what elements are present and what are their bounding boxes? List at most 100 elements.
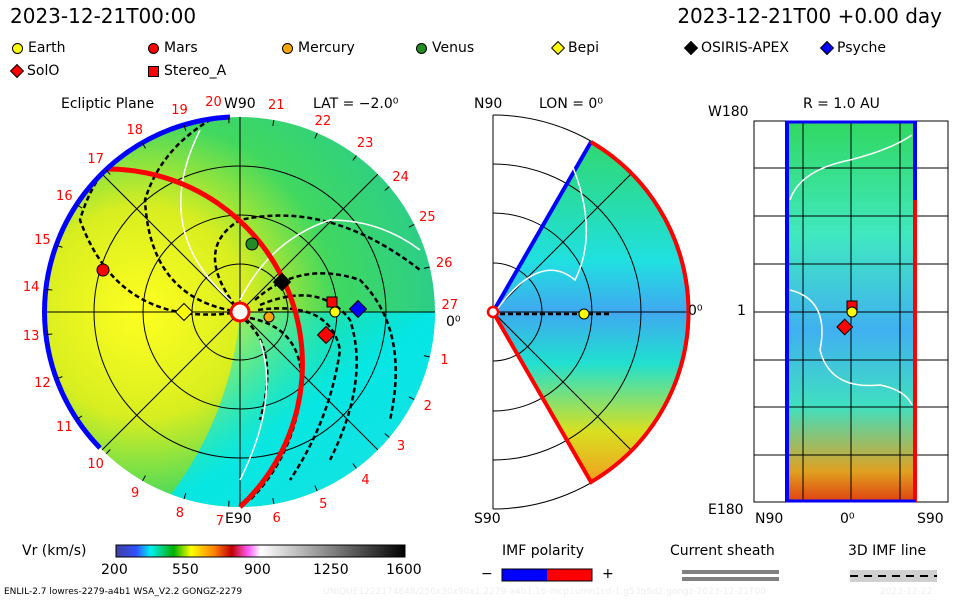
ecliptic-lat: LAT = −2.0⁰ bbox=[313, 96, 399, 112]
meridional-bottom-label: S90 bbox=[474, 511, 501, 527]
sheath-title: Current sheath bbox=[670, 543, 775, 559]
mercury-marker bbox=[263, 311, 275, 323]
ecliptic-tick-label: 3 bbox=[396, 439, 406, 455]
sheath-line-icon bbox=[682, 570, 779, 574]
ecliptic-title: Ecliptic Plane bbox=[61, 96, 155, 112]
ecliptic-tick-label: 18 bbox=[126, 122, 144, 138]
tick-mark bbox=[314, 485, 318, 492]
sim-time: 2023-12-21T00:00 bbox=[10, 4, 197, 28]
ecliptic-tick-label: 9 bbox=[131, 486, 140, 502]
legend-label: Venus bbox=[432, 40, 475, 56]
sphere-plot bbox=[753, 120, 949, 503]
polarity-title: IMF polarity bbox=[502, 543, 585, 559]
colorbar-label: Vr (km/s) bbox=[22, 543, 87, 559]
meridional-sheath bbox=[494, 159, 588, 313]
sun-icon bbox=[229, 301, 251, 323]
colorbar-tick: 900 bbox=[244, 562, 271, 578]
legend-mars: Mars bbox=[148, 40, 198, 56]
run-date: 2023-12-22 bbox=[880, 587, 933, 597]
ecliptic-tick-label: 7 bbox=[215, 514, 225, 530]
run-id: UNIQUE1222174848/256x30x90x1.2279-a4b1.1… bbox=[323, 587, 766, 597]
tick-mark bbox=[352, 155, 357, 161]
sphere-solo-marker bbox=[836, 318, 854, 336]
legend-label: SolO bbox=[27, 63, 60, 79]
venus-marker-icon bbox=[416, 42, 427, 54]
meridional-plot bbox=[486, 114, 691, 510]
tick-mark bbox=[384, 186, 390, 191]
ecliptic-tick-label: 12 bbox=[34, 376, 51, 392]
meridional-top-label: N90 bbox=[474, 96, 503, 112]
meridional-right-label: 0⁰ bbox=[688, 303, 703, 319]
ecliptic-tick-label: 2 bbox=[423, 398, 432, 414]
sphere-x-mid: 0⁰ bbox=[840, 511, 855, 527]
ecliptic-ticks bbox=[46, 117, 435, 507]
tick-mark bbox=[46, 288, 53, 291]
ecliptic-tick-label: 23 bbox=[356, 136, 374, 152]
legend-label: Earth bbox=[28, 40, 66, 56]
polarity-negative-swatch bbox=[502, 569, 547, 581]
sphere-x-right: S90 bbox=[917, 511, 944, 527]
positive-polarity-arc bbox=[107, 166, 305, 509]
sphere-sheath bbox=[789, 134, 913, 406]
tick-mark bbox=[272, 498, 275, 505]
ecliptic-tick-label: 5 bbox=[319, 497, 328, 513]
ecliptic-tick-label: 25 bbox=[419, 210, 436, 226]
ecliptic-tick-label: 20 bbox=[205, 94, 222, 110]
colorbar-tick: 1600 bbox=[386, 562, 422, 578]
earth-marker-icon bbox=[12, 42, 23, 54]
colorbar bbox=[115, 544, 406, 558]
stereo-a-marker bbox=[326, 296, 338, 308]
ecliptic-tick-label: 24 bbox=[392, 169, 409, 185]
tick-mark bbox=[142, 142, 146, 149]
ecliptic-tick-label: 13 bbox=[22, 328, 40, 344]
tick-mark bbox=[408, 396, 415, 400]
sphere-earth-marker bbox=[846, 306, 858, 318]
tick-mark bbox=[56, 244, 63, 248]
ecliptic-tick-label: 6 bbox=[272, 511, 281, 527]
legend-osiris-apex: OSIRIS-APEX bbox=[683, 40, 789, 56]
legend-label: Psyche bbox=[837, 40, 886, 56]
legend-label: Mercury bbox=[298, 40, 355, 56]
ecliptic-tick-label: 11 bbox=[56, 419, 73, 435]
tick-mark bbox=[423, 355, 430, 358]
legend-label: Stereo_A bbox=[164, 63, 227, 79]
solo-marker bbox=[316, 325, 336, 345]
sphere-top-label: W180 bbox=[708, 104, 749, 120]
ecliptic-top-label: W90 bbox=[224, 96, 256, 112]
mars-marker-icon bbox=[148, 42, 159, 54]
meridional-earth-marker bbox=[578, 308, 590, 320]
meridional-lon: LON = 0⁰ bbox=[539, 96, 603, 112]
tick-mark bbox=[352, 463, 357, 469]
tick-mark bbox=[142, 475, 146, 482]
ecliptic-tick-label: 10 bbox=[87, 457, 104, 473]
ecliptic-tick-label: 8 bbox=[175, 505, 185, 521]
legend-solo: SolO bbox=[9, 63, 60, 79]
tick-mark bbox=[105, 449, 111, 455]
ecliptic-right-label: 0⁰ bbox=[446, 314, 461, 330]
meridional-sun-icon bbox=[486, 305, 500, 319]
ecliptic-tick-label: 26 bbox=[435, 256, 453, 272]
sphere-bottom-label: E180 bbox=[708, 502, 744, 518]
ecliptic-tick-label: 1 bbox=[440, 352, 449, 368]
ecliptic-tick-label: 4 bbox=[361, 472, 370, 488]
sphere-title: R = 1.0 AU bbox=[803, 96, 880, 112]
tick-mark bbox=[423, 266, 430, 269]
sphere-mid-label: 1 bbox=[737, 303, 746, 319]
legend-venus: Venus bbox=[416, 40, 474, 56]
model-info: ENLIL-2.7 lowres-2279-a4b1 WSA_V2.2 GONG… bbox=[4, 587, 243, 597]
polarity-minus: − bbox=[481, 566, 493, 582]
mars-marker bbox=[96, 263, 110, 277]
venus-marker bbox=[245, 237, 259, 251]
tick-mark bbox=[105, 169, 111, 175]
tick-mark bbox=[46, 333, 53, 336]
psyche-marker bbox=[348, 299, 368, 319]
imf-line-title: 3D IMF line bbox=[848, 543, 927, 559]
tick-mark bbox=[183, 125, 187, 132]
bepi-marker bbox=[174, 302, 194, 322]
mercury-marker-icon bbox=[282, 42, 293, 54]
tick-mark bbox=[76, 204, 83, 209]
negative-polarity-arc bbox=[42, 114, 231, 450]
polarity-plus: + bbox=[602, 566, 614, 582]
tick-mark bbox=[314, 132, 318, 139]
